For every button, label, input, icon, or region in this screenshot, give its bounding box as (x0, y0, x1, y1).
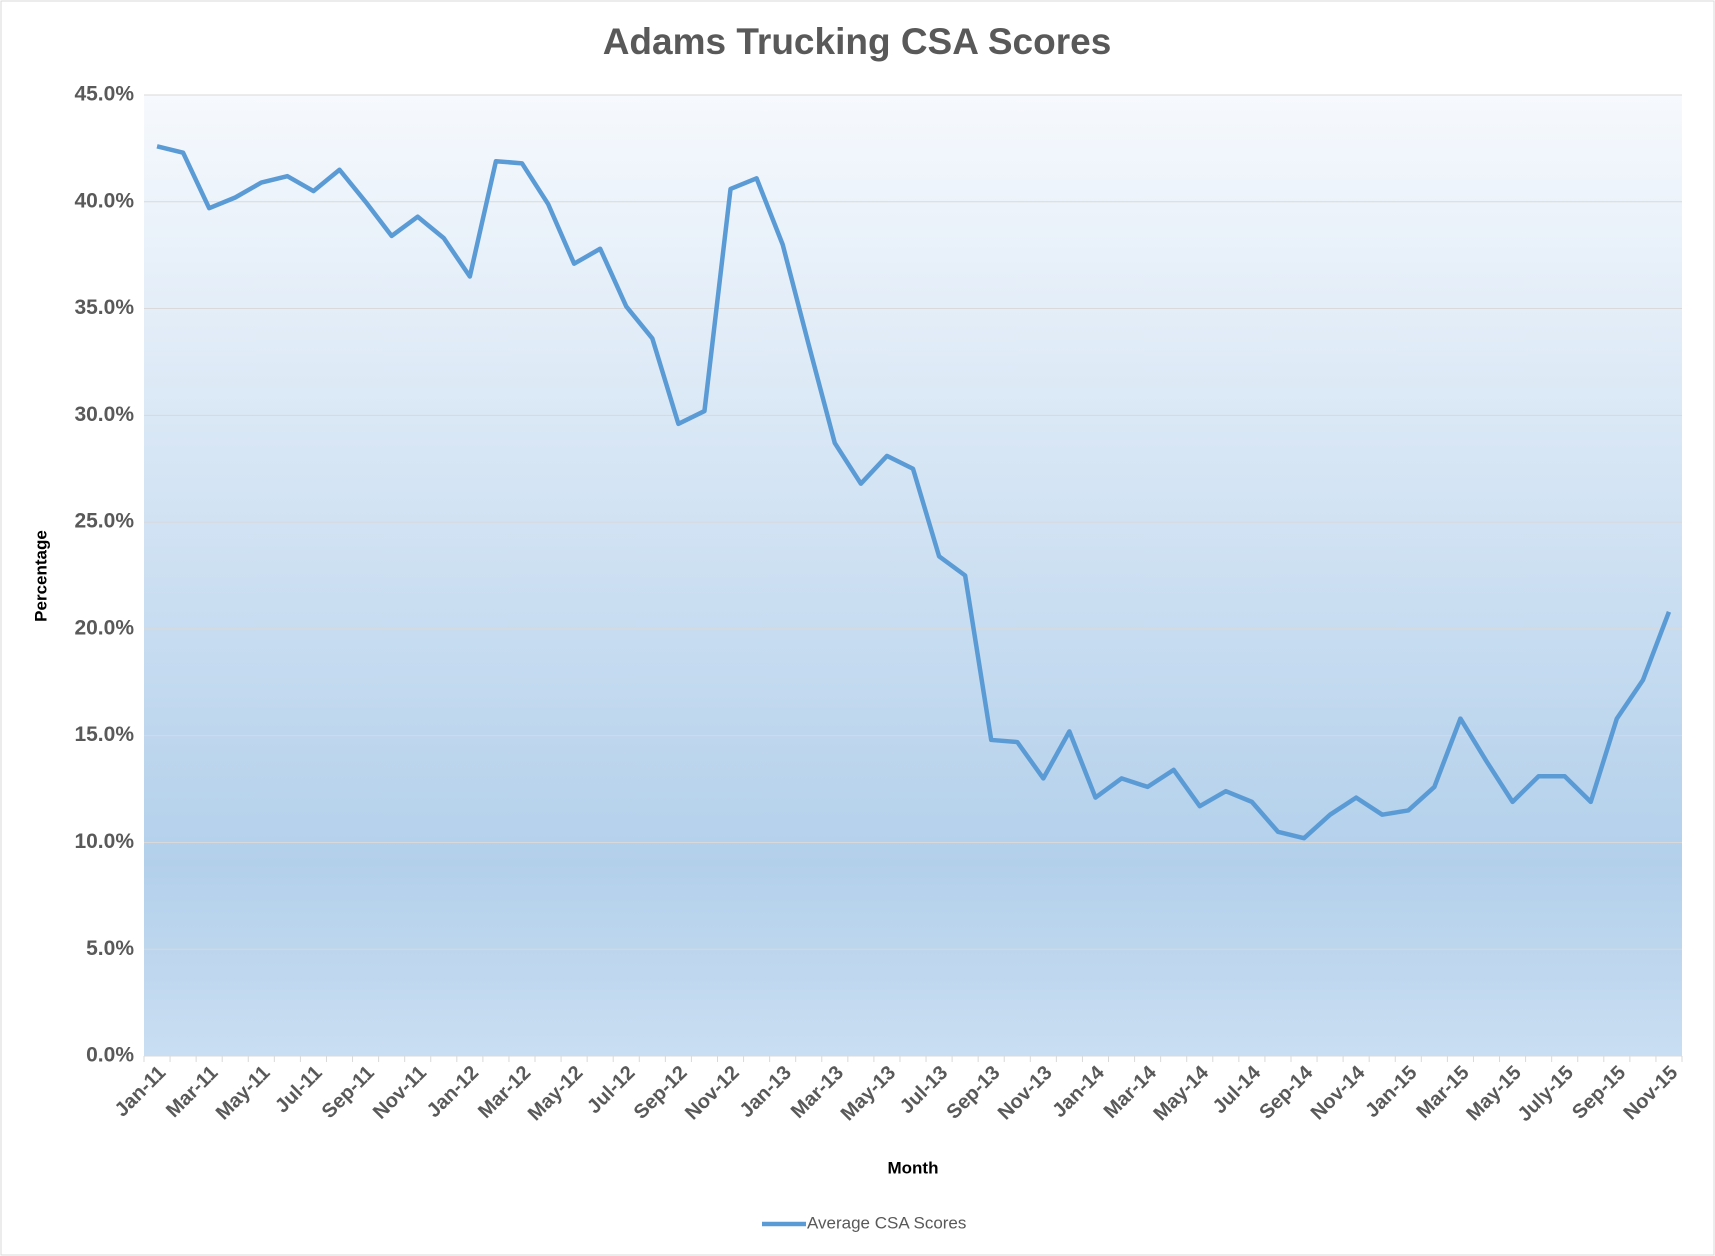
y-axis-label: Percentage (31, 530, 50, 622)
y-tick-label: 15.0% (74, 723, 134, 746)
y-tick-label: 35.0% (74, 296, 134, 319)
y-tick-label: 20.0% (74, 616, 134, 639)
chart-title: Adams Trucking CSA Scores (603, 21, 1112, 62)
y-tick-label: 30.0% (74, 403, 134, 426)
y-tick-label: 0.0% (86, 1044, 134, 1067)
x-axis-label: Month (888, 1158, 939, 1177)
legend-label: Average CSA Scores (807, 1213, 966, 1232)
plot-area (144, 95, 1682, 1056)
y-tick-label: 10.0% (74, 830, 134, 853)
y-tick-label: 25.0% (74, 510, 134, 533)
y-tick-label: 5.0% (86, 937, 134, 960)
y-tick-label: 45.0% (74, 83, 134, 106)
y-tick-label: 40.0% (74, 189, 134, 212)
data-line (156, 144, 1672, 841)
